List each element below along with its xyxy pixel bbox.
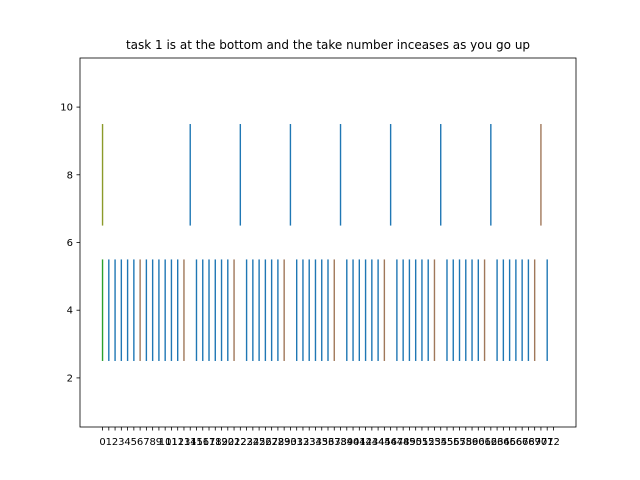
x-tick-label-25: 25: [253, 437, 266, 448]
x-tick-label-45: 45: [378, 437, 391, 448]
x-tick-label-7: 7: [143, 437, 149, 448]
y-tick-label-10: 10: [60, 103, 73, 114]
x-tick-label-44: 44: [372, 437, 385, 448]
x-tick-label-27: 27: [265, 437, 278, 448]
x-tick-label-43: 43: [365, 437, 378, 448]
axes-frame: [79, 57, 577, 428]
x-tick-label-60: 60: [472, 437, 485, 448]
x-tick-label-1: 1: [106, 437, 112, 448]
x-tick-label-10: 10: [159, 437, 172, 448]
x-tick-label-70: 70: [535, 437, 548, 448]
x-tick-label-17: 17: [203, 437, 216, 448]
x-tick-label-11: 11: [165, 437, 178, 448]
x-tick-label-41: 41: [353, 437, 366, 448]
x-tick-label-71: 71: [541, 437, 554, 448]
x-tick-label-62: 62: [484, 437, 497, 448]
x-tick-label-48: 48: [397, 437, 410, 448]
x-tick-label-42: 42: [359, 437, 372, 448]
x-tick-label-9: 9: [156, 437, 162, 448]
x-tick-label-58: 58: [459, 437, 472, 448]
x-tick-label-21: 21: [228, 437, 241, 448]
x-tick-label-5: 5: [131, 437, 137, 448]
x-tick-label-20: 20: [221, 437, 234, 448]
x-tick-label-67: 67: [516, 437, 529, 448]
x-tick-label-47: 47: [391, 437, 404, 448]
x-tick-label-56: 56: [447, 437, 460, 448]
x-tick-label-4: 4: [124, 437, 130, 448]
x-tick-label-32: 32: [297, 437, 310, 448]
x-tick-label-35: 35: [315, 437, 328, 448]
x-tick-label-40: 40: [347, 437, 360, 448]
x-axis: 0 1 2 3 4 5 6 7 8 9101112131415161718192021222324…: [99, 427, 560, 448]
x-tick-label-37: 37: [328, 437, 341, 448]
x-tick-label-14: 14: [184, 437, 197, 448]
x-tick-label-57: 57: [453, 437, 466, 448]
x-tick-label-8: 8: [149, 437, 155, 448]
x-tick-label-38: 38: [334, 437, 347, 448]
x-tick-label-39: 39: [340, 437, 353, 448]
x-tick-label-54: 54: [434, 437, 447, 448]
x-tick-label-33: 33: [303, 437, 316, 448]
x-tick-label-24: 24: [246, 437, 259, 448]
x-tick-label-13: 13: [178, 437, 191, 448]
x-tick-label-53: 53: [428, 437, 441, 448]
x-tick-label-68: 68: [522, 437, 535, 448]
x-tick-label-3: 3: [118, 437, 124, 448]
x-tick-label-16: 16: [196, 437, 209, 448]
y-tick-label-6: 6: [67, 238, 73, 249]
x-tick-label-52: 52: [422, 437, 435, 448]
x-tick-label-59: 59: [466, 437, 479, 448]
x-tick-label-15: 15: [190, 437, 203, 448]
x-tick-label-50: 50: [409, 437, 422, 448]
event-lines: [101, 124, 548, 361]
x-tick-label-22: 22: [234, 437, 247, 448]
x-tick-label-51: 51: [416, 437, 429, 448]
x-tick-label-36: 36: [322, 437, 335, 448]
x-tick-label-55: 55: [441, 437, 454, 448]
x-tick-label-12: 12: [171, 437, 184, 448]
x-tick-label-31: 31: [290, 437, 303, 448]
x-tick-label-2: 2: [112, 437, 118, 448]
x-tick-label-61: 61: [478, 437, 491, 448]
x-tick-label-49: 49: [403, 437, 416, 448]
x-tick-label-69: 69: [528, 437, 541, 448]
y-tick-label-2: 2: [67, 373, 73, 384]
x-tick-label-34: 34: [309, 437, 322, 448]
x-tick-label-46: 46: [384, 437, 397, 448]
x-tick-label-19: 19: [215, 437, 228, 448]
x-tick-label-28: 28: [272, 437, 285, 448]
x-tick-label-65: 65: [503, 437, 516, 448]
x-tick-label-72: 72: [547, 437, 560, 448]
y-tick-label-8: 8: [67, 170, 73, 181]
x-tick-label-6: 6: [137, 437, 143, 448]
x-tick-label-64: 64: [497, 437, 510, 448]
x-tick-label-30: 30: [284, 437, 297, 448]
y-axis: 2 4 6 8 10: [60, 103, 80, 384]
x-tick-label-0: 0: [99, 437, 105, 448]
x-tick-label-66: 66: [510, 437, 523, 448]
x-tick-label-63: 63: [491, 437, 504, 448]
x-tick-label-18: 18: [209, 437, 222, 448]
x-tick-label-29: 29: [278, 437, 291, 448]
y-tick-label-4: 4: [67, 306, 73, 317]
chart-title: task 1 is at the bottom and the take num…: [126, 38, 530, 52]
x-tick-label-26: 26: [259, 437, 272, 448]
x-tick-label-23: 23: [240, 437, 253, 448]
